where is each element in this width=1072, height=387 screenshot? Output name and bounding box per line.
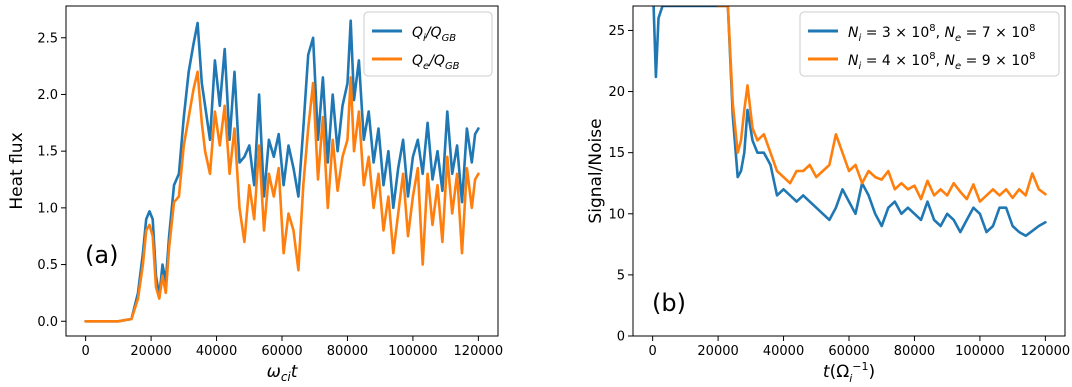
xtick-label: 100000 — [955, 344, 1005, 359]
ytick-label: 5 — [617, 268, 625, 283]
ytick-label: 20 — [608, 85, 625, 100]
xtick-label: 60000 — [828, 344, 869, 359]
xtick-label: 100000 — [388, 344, 438, 359]
legend-label-series1: Ni = 3 × 108, Ne = 7 × 108 — [848, 23, 1036, 44]
ytick-label: 2.0 — [37, 88, 58, 103]
xtick-label: 40000 — [763, 344, 804, 359]
ylabel-a: Heat flux — [7, 132, 27, 209]
ytick-label: 25 — [608, 24, 625, 39]
ytick-label: 1.5 — [37, 145, 58, 160]
ylabel-b: Signal/Noise — [586, 118, 606, 223]
xtick-label: 0 — [648, 344, 656, 359]
panel-label-a: (a) — [85, 241, 118, 269]
legend-label-series2: Ni = 4 × 108, Ne = 9 × 108 — [848, 51, 1036, 72]
series-line-a-2 — [84, 70, 480, 323]
xtick-label: 20000 — [697, 344, 738, 359]
xtick-label: 80000 — [327, 344, 368, 359]
ytick-label: 15 — [608, 146, 625, 161]
xtick-label: 120000 — [1021, 344, 1071, 359]
xtick-label: 80000 — [894, 344, 935, 359]
chart-panel-b: 0 20000 40000 60000 80000 100000 120000 0 5 10 15 2… — [586, 5, 1071, 385]
series-line-a-1 — [84, 19, 480, 323]
chart-panel-a: 0 20000 40000 60000 80000 100000 120000 0.0 0.5 1… — [7, 5, 504, 384]
xlabel-b: t(Ωi−1) — [823, 360, 875, 383]
panel-label-b: (b) — [652, 289, 686, 317]
legend-b: Ni = 3 × 108, Ne = 7 × 108 Ni = 4 × 108,… — [799, 11, 1060, 77]
ytick-label: 1.0 — [37, 201, 58, 216]
ytick-label: 0.5 — [37, 258, 58, 273]
xtick-label: 0 — [81, 344, 89, 359]
xtick-label: 20000 — [130, 344, 171, 359]
ytick-label: 2.5 — [37, 31, 58, 46]
xtick-label: 40000 — [196, 344, 237, 359]
xtick-label: 60000 — [261, 344, 302, 359]
series-line-b-2 — [716, 6, 1047, 203]
ytick-label: 0.0 — [37, 315, 58, 330]
xlabel-a: ωcit — [267, 362, 299, 383]
ytick-label: 10 — [608, 207, 625, 222]
ytick-label: 0 — [617, 330, 625, 345]
legend-a: Qi/QGB Qe/QGB — [363, 11, 493, 77]
xtick-label: 120000 — [454, 344, 504, 359]
